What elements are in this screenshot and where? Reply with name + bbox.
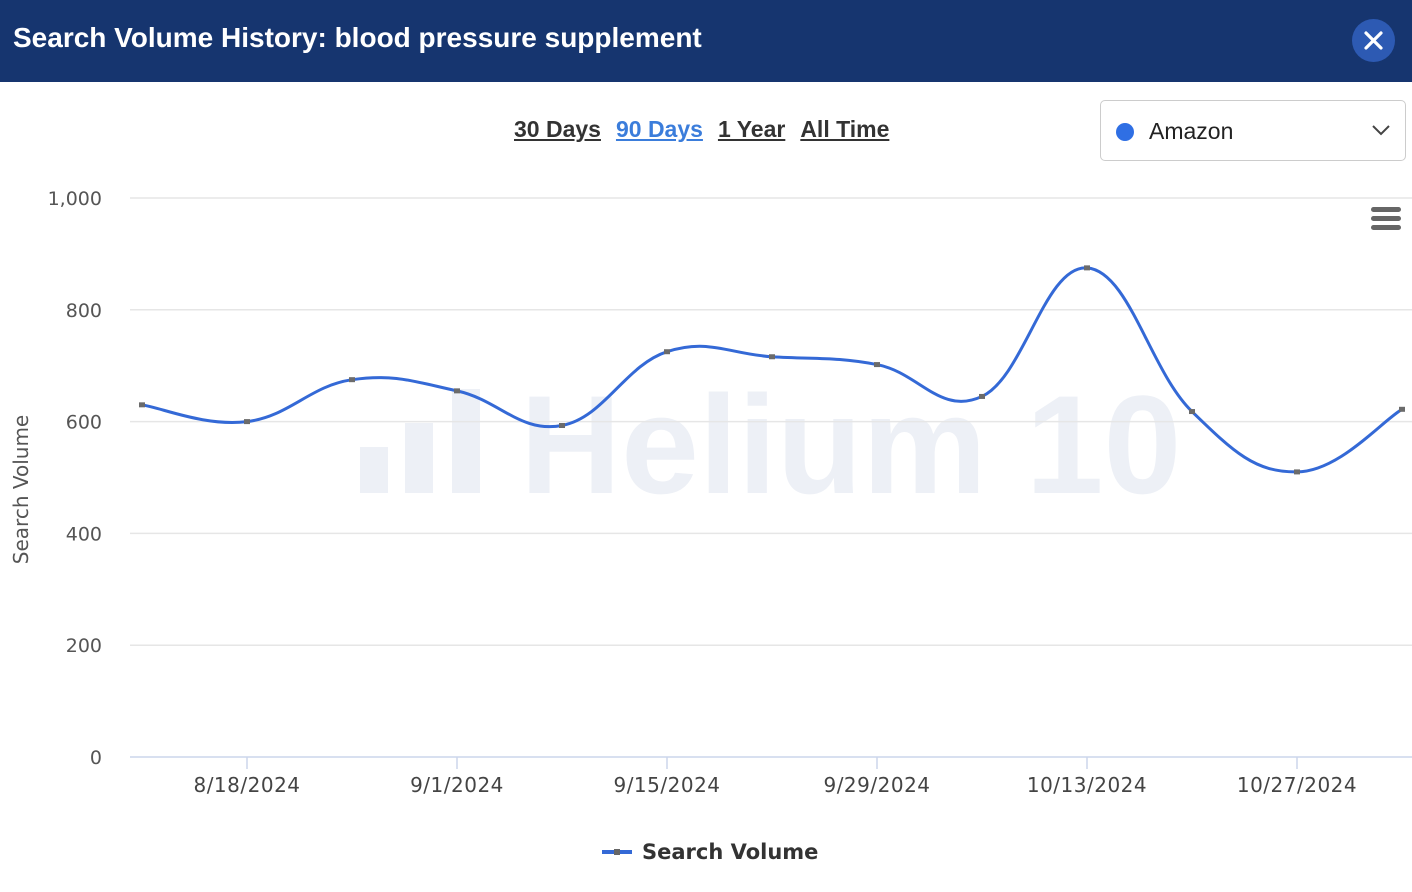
range-all-time-link[interactable]: All Time [800, 116, 890, 142]
search-volume-chart: Helium 10 0 200 400 600 800 1,000 8/18/2024 9/… [9, 188, 1412, 797]
data-point-marker[interactable] [664, 349, 670, 355]
x-tick-label: 9/29/2024 [823, 773, 930, 797]
range-1-year-link[interactable]: 1 Year [717, 116, 786, 142]
x-tick-label: 9/1/2024 [410, 773, 504, 797]
data-point-marker[interactable] [874, 362, 880, 368]
data-point-marker[interactable] [1399, 406, 1405, 412]
data-point-marker[interactable] [244, 419, 250, 425]
modal-header: Search Volume History: blood pressure su… [0, 0, 1412, 82]
y-tick-label: 0 [90, 747, 102, 769]
close-button[interactable] [1352, 19, 1395, 62]
data-point-marker[interactable] [769, 354, 775, 360]
chart-legend[interactable]: Search Volume [602, 838, 818, 866]
y-tick-label: 600 [66, 412, 102, 434]
chevron-down-icon [1372, 125, 1390, 136]
hamburger-menu-icon [1371, 207, 1401, 230]
range-90-days-link[interactable]: 90 Days [615, 116, 703, 142]
data-point-marker[interactable] [979, 393, 985, 399]
data-point-marker[interactable] [454, 388, 460, 394]
y-tick-label: 200 [66, 635, 102, 657]
legend-series-swatch [602, 849, 632, 855]
x-axis: 8/18/2024 9/1/2024 9/15/2024 9/29/2024 10/13… [193, 757, 1357, 797]
data-point-marker[interactable] [559, 423, 565, 429]
chart-series[interactable] [139, 265, 1405, 475]
marketplace-color-dot [1116, 123, 1134, 141]
marketplace-dropdown[interactable]: Amazon [1100, 100, 1406, 161]
data-point-marker[interactable] [1189, 409, 1195, 415]
data-point-marker[interactable] [349, 377, 355, 383]
time-range-selector: 30 Days 90 Days 1 Year All Time [514, 116, 889, 143]
x-tick-label: 9/15/2024 [613, 773, 720, 797]
y-tick-label: 400 [66, 523, 102, 545]
y-axis-labels: 0 200 400 600 800 1,000 [48, 188, 102, 769]
close-icon [1364, 31, 1383, 50]
data-point-marker[interactable] [1084, 265, 1090, 271]
y-tick-label: 1,000 [48, 188, 102, 210]
data-point-marker[interactable] [1294, 469, 1300, 475]
data-point-marker[interactable] [139, 402, 145, 408]
x-tick-label: 10/13/2024 [1027, 773, 1147, 797]
helium10-watermark: Helium 10 [360, 366, 1181, 523]
watermark-text: Helium 10 [520, 366, 1181, 523]
chart-gridlines [130, 197, 1412, 758]
x-tick-label: 10/27/2024 [1237, 773, 1357, 797]
y-axis-title: Search Volume [9, 415, 33, 564]
range-30-days-link[interactable]: 30 Days [514, 116, 601, 142]
marketplace-selected-label: Amazon [1149, 118, 1234, 144]
chart-menu-button[interactable] [1369, 203, 1403, 235]
modal-title: Search Volume History: blood pressure su… [13, 22, 702, 53]
legend-series-label: Search Volume [642, 840, 819, 864]
x-tick-label: 8/18/2024 [193, 773, 300, 797]
y-tick-label: 800 [66, 300, 102, 322]
